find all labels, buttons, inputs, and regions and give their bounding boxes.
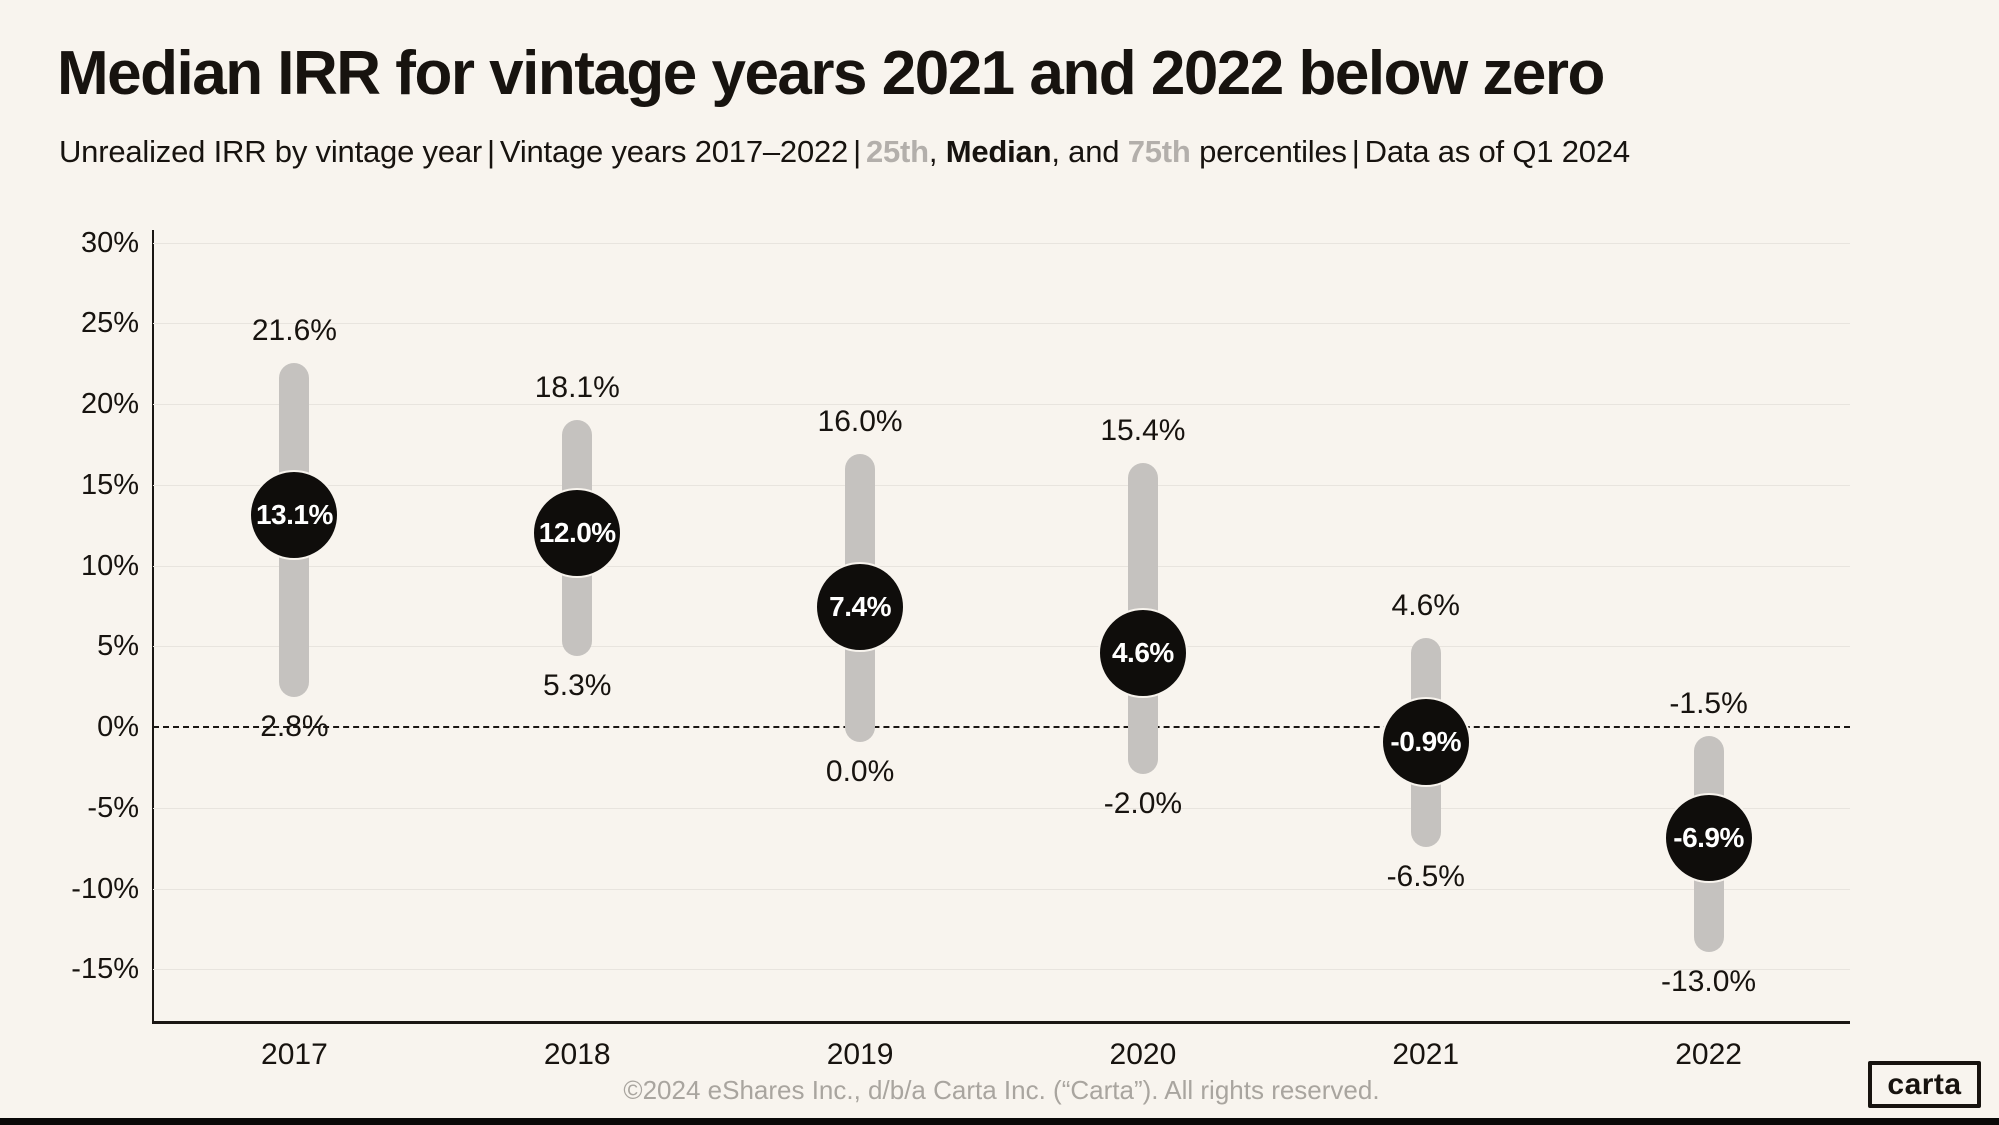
gridline [153,242,1850,244]
y-tick-label: -15% [71,953,139,986]
p25-label: 5.3% [543,669,612,703]
x-tick-label: 2022 [1675,1038,1742,1071]
subtitle-run: Unrealized IRR by vintage year [59,134,483,169]
subtitle-run: Median [945,134,1052,169]
footer-copyright: ©2024 eShares Inc., d/b/a Carta Inc. (“C… [623,1075,1380,1105]
gridline [153,565,1850,567]
x-tick-label: 2019 [826,1038,894,1071]
p75-label: 15.4% [1100,414,1186,448]
subtitle-run: Data as of Q1 2024 [1364,134,1630,169]
gridline [153,646,1850,648]
y-tick-label: 5% [97,630,139,663]
p75-label: 4.6% [1391,588,1460,622]
median-dot: 7.4% [815,562,906,653]
x-tick-label: 2018 [543,1038,611,1071]
gridline [153,888,1850,890]
subtitle-run: | [1351,134,1360,169]
p75-label: 18.1% [534,370,620,404]
y-tick-label: 25% [80,307,139,340]
p75-label: 21.6% [251,314,337,348]
gridline [153,323,1850,325]
subtitle-run: 25th [865,134,929,169]
x-axis-line [152,1021,1850,1024]
y-tick-label: 15% [80,468,139,501]
p75-label: 16.0% [817,404,903,438]
chart-title: Median IRR for vintage years 2021 and 20… [57,39,1605,108]
y-tick-label: 20% [80,388,139,420]
p25-label: -2.0% [1103,787,1183,821]
subtitle-run: , [928,134,946,169]
median-dot: -6.9% [1663,793,1754,884]
x-tick-label: 2020 [1109,1038,1177,1071]
subtitle-run: Vintage years 2017–2022 [499,134,849,169]
p75-label: -1.5% [1669,687,1748,721]
carta-logo: carta [1868,1061,1981,1108]
p25-label: 0.0% [825,755,895,788]
p25-label: 2.8% [260,709,329,743]
subtitle-run: , and [1051,134,1128,169]
subtitle-run: | [853,134,861,169]
y-tick-label: 30% [80,226,139,259]
y-tick-label: 0% [97,711,139,743]
x-tick-label: 2017 [261,1038,328,1071]
gridline [153,807,1850,809]
p25-label: -13.0% [1661,964,1757,998]
plot-area: 30% 25% 20% 15% 10% 5% 0% -5% -10% -15% 21.6% 2.8% 1… [71,227,1850,1071]
zero-line [153,726,1850,728]
y-tick-label: -5% [87,791,139,824]
y-tick-label: -10% [71,872,139,905]
subtitle-run: | [487,134,495,169]
median-dot: 4.6% [1097,607,1188,698]
median-dot: 12.0% [532,488,623,579]
bottom-strip [0,1118,1999,1125]
median-dot: 13.1% [249,470,340,561]
median-dot: -0.9% [1380,696,1471,787]
gridline [153,484,1850,486]
subtitle-run: 75th [1127,134,1191,169]
y-tick-label: 10% [80,549,139,582]
y-axis-line [152,230,154,1023]
chart-subtitle: Unrealized IRR by vintage year | Vintage y… [59,134,1630,170]
x-tick-label: 2021 [1392,1038,1460,1071]
gridline [153,969,1850,971]
p25-label: -6.5% [1386,859,1465,893]
subtitle-run: percentiles [1190,134,1347,169]
gridline [153,404,1850,405]
